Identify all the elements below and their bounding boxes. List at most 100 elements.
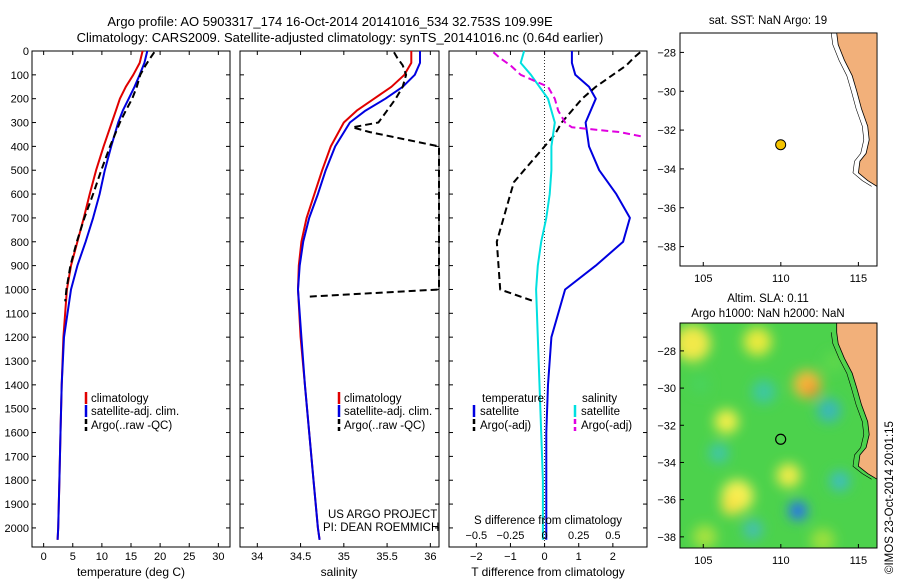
- x-tick-label: 35.5: [376, 551, 397, 563]
- sla-anomaly: [680, 325, 711, 362]
- y-tick-label: −36: [657, 495, 676, 507]
- x-tick-label: 25: [183, 551, 195, 563]
- sst-map-ticks: 105 110 115 −28 −30 −32 −34 −36 −38: [657, 47, 867, 285]
- series-t-satellite: [545, 51, 631, 540]
- x-tick-label: 34: [251, 551, 263, 563]
- difference-depth-ticks: [449, 50, 647, 529]
- sla-anomaly: [804, 382, 819, 397]
- sla-heatmap: [680, 325, 850, 548]
- y-tick-label: −34: [657, 457, 676, 469]
- salinity-series: [297, 51, 440, 540]
- sla-heatmap-base: [680, 323, 877, 548]
- header-line1: Argo profile: AO 5903317_174 16-Oct-2014…: [107, 14, 553, 29]
- legend-label-argo: Argo(..raw -QC): [344, 420, 425, 432]
- salinity-panel: 34 34.5 35 35.5 36 salinity climatology sate…: [239, 50, 440, 579]
- sla-anomaly: [810, 528, 835, 548]
- top-tick-label: 0.5: [605, 530, 620, 542]
- legend-label-climatology: climatology: [344, 393, 402, 405]
- y-tick-label: 1000: [5, 284, 29, 296]
- sla-anomaly: [721, 495, 742, 516]
- sla-anomaly: [743, 327, 772, 356]
- y-tick-label: 1200: [5, 332, 29, 344]
- y-tick-label: 2000: [5, 523, 29, 535]
- y-tick-label: −30: [657, 86, 676, 98]
- difference-ticks: −2 −1 0 1 2: [470, 51, 616, 563]
- x-tick-label: 10: [96, 551, 108, 563]
- pi-annotation: PI: DEAN ROEMMICH: [323, 522, 439, 534]
- australia-land: [836, 32, 878, 188]
- salinity-axes: [239, 50, 440, 548]
- legend-header-salinity: salinity: [582, 393, 617, 405]
- salinity-depth-ticks: [240, 50, 439, 529]
- depth-ticks: 0 100 200 300 400 500 600 700 800 900 1000 1100 1200…: [5, 46, 230, 535]
- australia-land: [836, 323, 877, 480]
- sla-anomaly: [776, 463, 801, 488]
- y-tick-label: 500: [11, 165, 29, 177]
- series-satellite: [297, 51, 421, 540]
- sla-anomaly: [742, 519, 763, 540]
- x-tick-label: 115: [850, 273, 868, 285]
- difference-legend: temperature salinity satellite Argo(-adj…: [472, 393, 632, 432]
- y-tick-label: 1500: [5, 404, 29, 416]
- sla-map-ticks: 105 110 115 −28 −30 −32 −34 −36 −38: [657, 346, 867, 567]
- sla-anomaly: [792, 505, 803, 516]
- x-tick-label: 34.5: [290, 551, 311, 563]
- t-difference-xlabel: T difference from climatology: [471, 565, 625, 579]
- temperature-xlabel: temperature (deg C): [77, 565, 185, 579]
- x-tick-label: 110: [772, 555, 790, 567]
- x-tick-label: 30: [212, 551, 224, 563]
- x-tick-label: 115: [850, 555, 868, 567]
- series-satellite: [56, 50, 149, 540]
- y-tick-label: 1900: [5, 499, 29, 511]
- sla-map-axes: [679, 322, 878, 549]
- series-argo: [64, 51, 156, 302]
- y-tick-label: −38: [657, 532, 676, 544]
- x-tick-label: 20: [154, 551, 166, 563]
- sla-anomaly: [823, 352, 844, 373]
- sla-anomaly: [829, 471, 850, 492]
- difference-panel: −2 −1 0 1 2 S difference from climatology −0…: [448, 50, 648, 579]
- x-tick-label: −1: [504, 551, 517, 563]
- sla-map-land: [830, 323, 877, 480]
- y-tick-label: 1800: [5, 475, 29, 487]
- temperature-legend: climatology satellite-adj. clim. Argo(..…: [84, 392, 179, 432]
- x-tick-label: 0: [41, 551, 47, 563]
- x-tick-label: 1: [576, 551, 582, 563]
- y-tick-label: −28: [657, 47, 676, 59]
- argo-float-marker: [775, 433, 787, 445]
- y-tick-label: 100: [11, 70, 29, 82]
- x-tick-label: −2: [470, 551, 483, 563]
- salinity-xlabel: salinity: [321, 565, 358, 579]
- temperature-panel: 0100200300400500600700800900100011001200…: [5, 46, 231, 579]
- y-tick-label: 600: [11, 189, 29, 201]
- salinity-legend: climatology satellite-adj. clim. Argo(..…: [337, 392, 432, 432]
- sst-map-title: sat. SST: NaN Argo: 19: [709, 15, 827, 27]
- legend-label-t-argo: Argo(-adj): [480, 420, 531, 432]
- series-argo: [309, 51, 440, 298]
- x-tick-label: 2: [610, 551, 616, 563]
- y-tick-label: 0: [23, 46, 29, 58]
- sla-map-title-1: Altim. SLA: 0.11: [727, 293, 809, 305]
- series-t-argo: [495, 51, 641, 303]
- y-tick-label: 1700: [5, 451, 29, 463]
- temperature-axes: [31, 50, 231, 548]
- temperature-ticks: 0 5 10 15 20 25 30: [41, 51, 224, 563]
- y-tick-label: −32: [657, 420, 676, 432]
- project-annotation: US ARGO PROJECT: [328, 509, 437, 521]
- sla-map-title-2: Argo h1000: NaN h2000: NaN: [691, 308, 844, 320]
- y-tick-label: 300: [11, 118, 29, 130]
- top-tick-label: −0.5: [465, 530, 487, 542]
- y-tick-label: −34: [657, 164, 676, 176]
- sla-anomaly: [714, 409, 739, 434]
- y-tick-label: 200: [11, 94, 29, 106]
- y-tick-label: −38: [657, 242, 676, 254]
- top-tick-label: 0.25: [568, 530, 589, 542]
- y-tick-label: 400: [11, 141, 29, 153]
- header-line2: Climatology: CARS2009. Satellite-adjuste…: [77, 30, 604, 45]
- bathymetry-contour: [830, 332, 872, 480]
- difference-series: [492, 50, 644, 540]
- series-s-satellite: [519, 50, 556, 540]
- y-tick-label: −36: [657, 203, 676, 215]
- top-tick-label: −0.25: [497, 530, 525, 542]
- y-tick-label: 1300: [5, 356, 29, 368]
